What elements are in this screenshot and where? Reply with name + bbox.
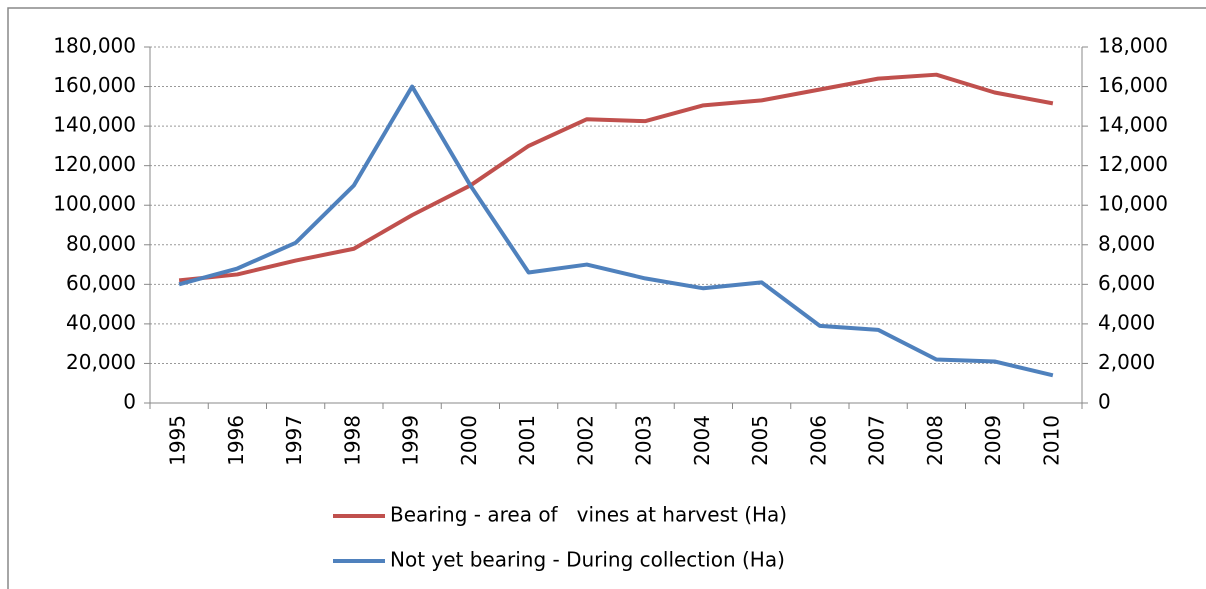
y2-tick-label: 18,000 xyxy=(1098,34,1168,58)
y-tick-label: 140,000 xyxy=(53,113,136,137)
y2-tick-label: 14,000 xyxy=(1098,113,1168,137)
x-tick-label: 1997 xyxy=(282,415,306,466)
y2-tick-label: 10,000 xyxy=(1098,192,1168,216)
y-tick-label: 160,000 xyxy=(53,73,136,97)
y2-tick-label: 8,000 xyxy=(1098,231,1155,255)
legend-label: Not yet bearing - During collection (Ha) xyxy=(390,548,785,572)
x-tick-label: 1995 xyxy=(166,415,190,466)
y2-tick-label: 0 xyxy=(1098,390,1111,414)
y2-tick-label: 16,000 xyxy=(1098,73,1168,97)
x-tick-label: 2010 xyxy=(1039,415,1063,466)
y-tick-label: 80,000 xyxy=(66,231,136,255)
x-tick-label: 2009 xyxy=(981,415,1005,466)
y2-tick-label: 2,000 xyxy=(1098,350,1155,374)
x-tick-label: 2005 xyxy=(748,415,772,466)
chart-frame xyxy=(7,7,1206,589)
y-tick-label: 0 xyxy=(123,390,136,414)
y-tick-label: 60,000 xyxy=(66,271,136,295)
y-tick-label: 100,000 xyxy=(53,192,136,216)
y2-tick-label: 4,000 xyxy=(1098,310,1155,334)
y-tick-label: 20,000 xyxy=(66,350,136,374)
x-tick-label: 2002 xyxy=(573,415,597,466)
x-tick-label: 2003 xyxy=(632,415,656,466)
x-tick-label: 2008 xyxy=(923,415,947,466)
y2-tick-label: 12,000 xyxy=(1098,152,1168,176)
y2-tick-label: 6,000 xyxy=(1098,271,1155,295)
y-tick-label: 120,000 xyxy=(53,152,136,176)
x-tick-label: 2006 xyxy=(806,415,830,466)
legend-label: Bearing - area of vines at harvest (Ha) xyxy=(390,503,787,527)
x-tick-label: 1999 xyxy=(399,415,423,466)
x-tick-label: 2007 xyxy=(865,415,889,466)
x-tick-label: 1998 xyxy=(340,415,364,466)
x-tick-label: 1996 xyxy=(224,415,248,466)
y-tick-label: 40,000 xyxy=(66,310,136,334)
x-tick-label: 2004 xyxy=(690,415,714,466)
y-tick-label: 180,000 xyxy=(53,34,136,58)
x-tick-label: 2000 xyxy=(457,415,481,466)
series-line xyxy=(178,72,1054,283)
x-tick-label: 2001 xyxy=(515,415,539,466)
series-line xyxy=(178,84,1054,378)
